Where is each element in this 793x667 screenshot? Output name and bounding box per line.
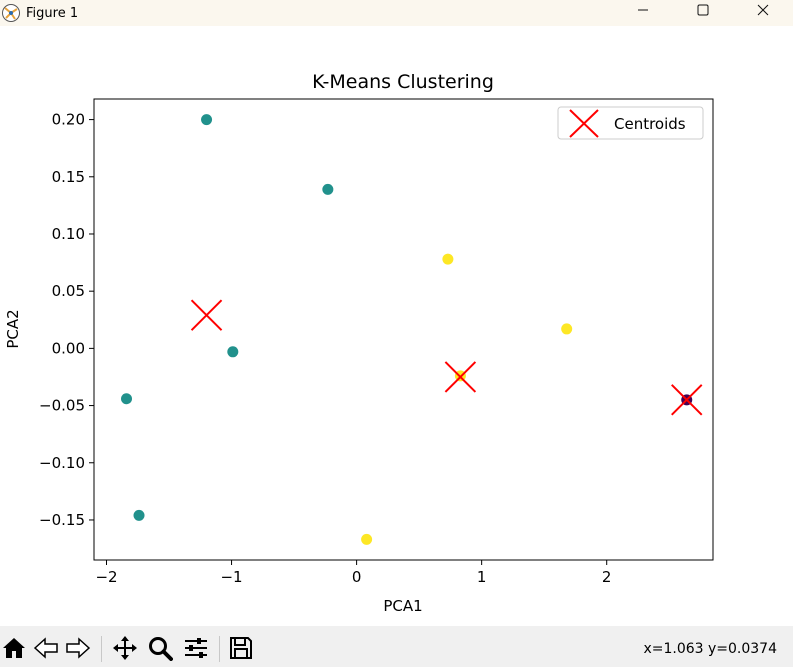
x-tick-label: 2 bbox=[602, 568, 612, 586]
close-button[interactable] bbox=[733, 0, 793, 20]
cursor-coordinates: x=1.063 y=0.0374 bbox=[643, 641, 777, 657]
centroid-stroke bbox=[190, 299, 223, 331]
legend: Centroids bbox=[557, 106, 704, 140]
data-point bbox=[442, 253, 454, 265]
data-point bbox=[227, 346, 239, 358]
x-tick-label: −1 bbox=[220, 568, 242, 586]
configure-subplots-icon bbox=[185, 638, 207, 658]
data-point bbox=[322, 183, 334, 195]
maximize-icon bbox=[697, 4, 709, 16]
forward-icon bbox=[66, 637, 91, 659]
minimize-icon bbox=[638, 9, 648, 11]
navigation-toolbar: x=1.063 y=0.0374 bbox=[0, 627, 793, 667]
plot-area bbox=[93, 98, 714, 561]
centroid-stroke bbox=[671, 384, 703, 416]
x-tick-label: −2 bbox=[95, 568, 117, 586]
y-tick-label: −0.10 bbox=[39, 454, 85, 472]
centroid-markers bbox=[190, 299, 703, 416]
save-icon bbox=[230, 637, 252, 659]
minimize-button[interactable] bbox=[613, 0, 673, 20]
y-tick-label: −0.15 bbox=[39, 511, 85, 529]
chart-title: K-Means Clustering bbox=[312, 71, 494, 93]
window-controls bbox=[613, 0, 793, 20]
y-tick-label: −0.05 bbox=[39, 397, 85, 415]
data-point bbox=[361, 533, 373, 545]
figure-canvas[interactable]: K-Means Clustering 0.20 0.15 0.10 0.05 0.00 −… bbox=[0, 26, 793, 626]
x-axis-label: PCA1 bbox=[383, 597, 422, 615]
y-tick-label: 0.00 bbox=[52, 339, 85, 357]
pan-icon bbox=[113, 636, 137, 660]
y-tick-label: 0.05 bbox=[52, 282, 85, 300]
maximize-button[interactable] bbox=[673, 0, 733, 20]
y-axis-label: PCA2 bbox=[4, 309, 22, 348]
data-point bbox=[201, 114, 213, 126]
centroid-marker bbox=[444, 361, 477, 393]
home-button[interactable] bbox=[0, 634, 28, 662]
title-bar: Figure 1 bbox=[0, 0, 793, 26]
window-title: Figure 1 bbox=[26, 5, 79, 21]
y-tick-label: 0.20 bbox=[52, 111, 85, 129]
data-point bbox=[121, 393, 133, 405]
close-icon bbox=[757, 4, 769, 16]
data-point bbox=[561, 323, 573, 335]
toolbar-separator bbox=[219, 636, 220, 662]
scatter-chart: K-Means Clustering 0.20 0.15 0.10 0.05 0.00 −… bbox=[4, 71, 714, 615]
forward-button[interactable] bbox=[64, 634, 92, 662]
centroid-marker bbox=[190, 299, 223, 331]
data-point bbox=[133, 509, 145, 521]
matplotlib-app-icon bbox=[0, 2, 22, 24]
x-tick-label: 0 bbox=[352, 568, 362, 586]
centroid-marker bbox=[671, 384, 703, 416]
y-tick-label: 0.15 bbox=[52, 168, 85, 186]
legend-label-centroids: Centroids bbox=[614, 115, 686, 133]
save-button[interactable] bbox=[227, 634, 255, 662]
legend-centroid-marker bbox=[569, 109, 599, 138]
toolbar-separator bbox=[101, 636, 102, 662]
home-icon bbox=[3, 638, 25, 658]
configure-subplots-button[interactable] bbox=[182, 634, 210, 662]
y-axis: 0.20 0.15 0.10 0.05 0.00 −0.05 −0.10 −0.15 bbox=[39, 111, 94, 529]
centroid-stroke bbox=[444, 361, 477, 393]
zoom-button[interactable] bbox=[146, 634, 174, 662]
pan-button[interactable] bbox=[111, 634, 139, 662]
back-button[interactable] bbox=[32, 634, 60, 662]
back-icon bbox=[33, 637, 58, 659]
x-tick-label: 1 bbox=[477, 568, 487, 586]
zoom-icon bbox=[149, 637, 173, 661]
y-tick-label: 0.10 bbox=[52, 225, 85, 243]
x-axis: −2 −1 0 1 2 bbox=[95, 560, 611, 586]
